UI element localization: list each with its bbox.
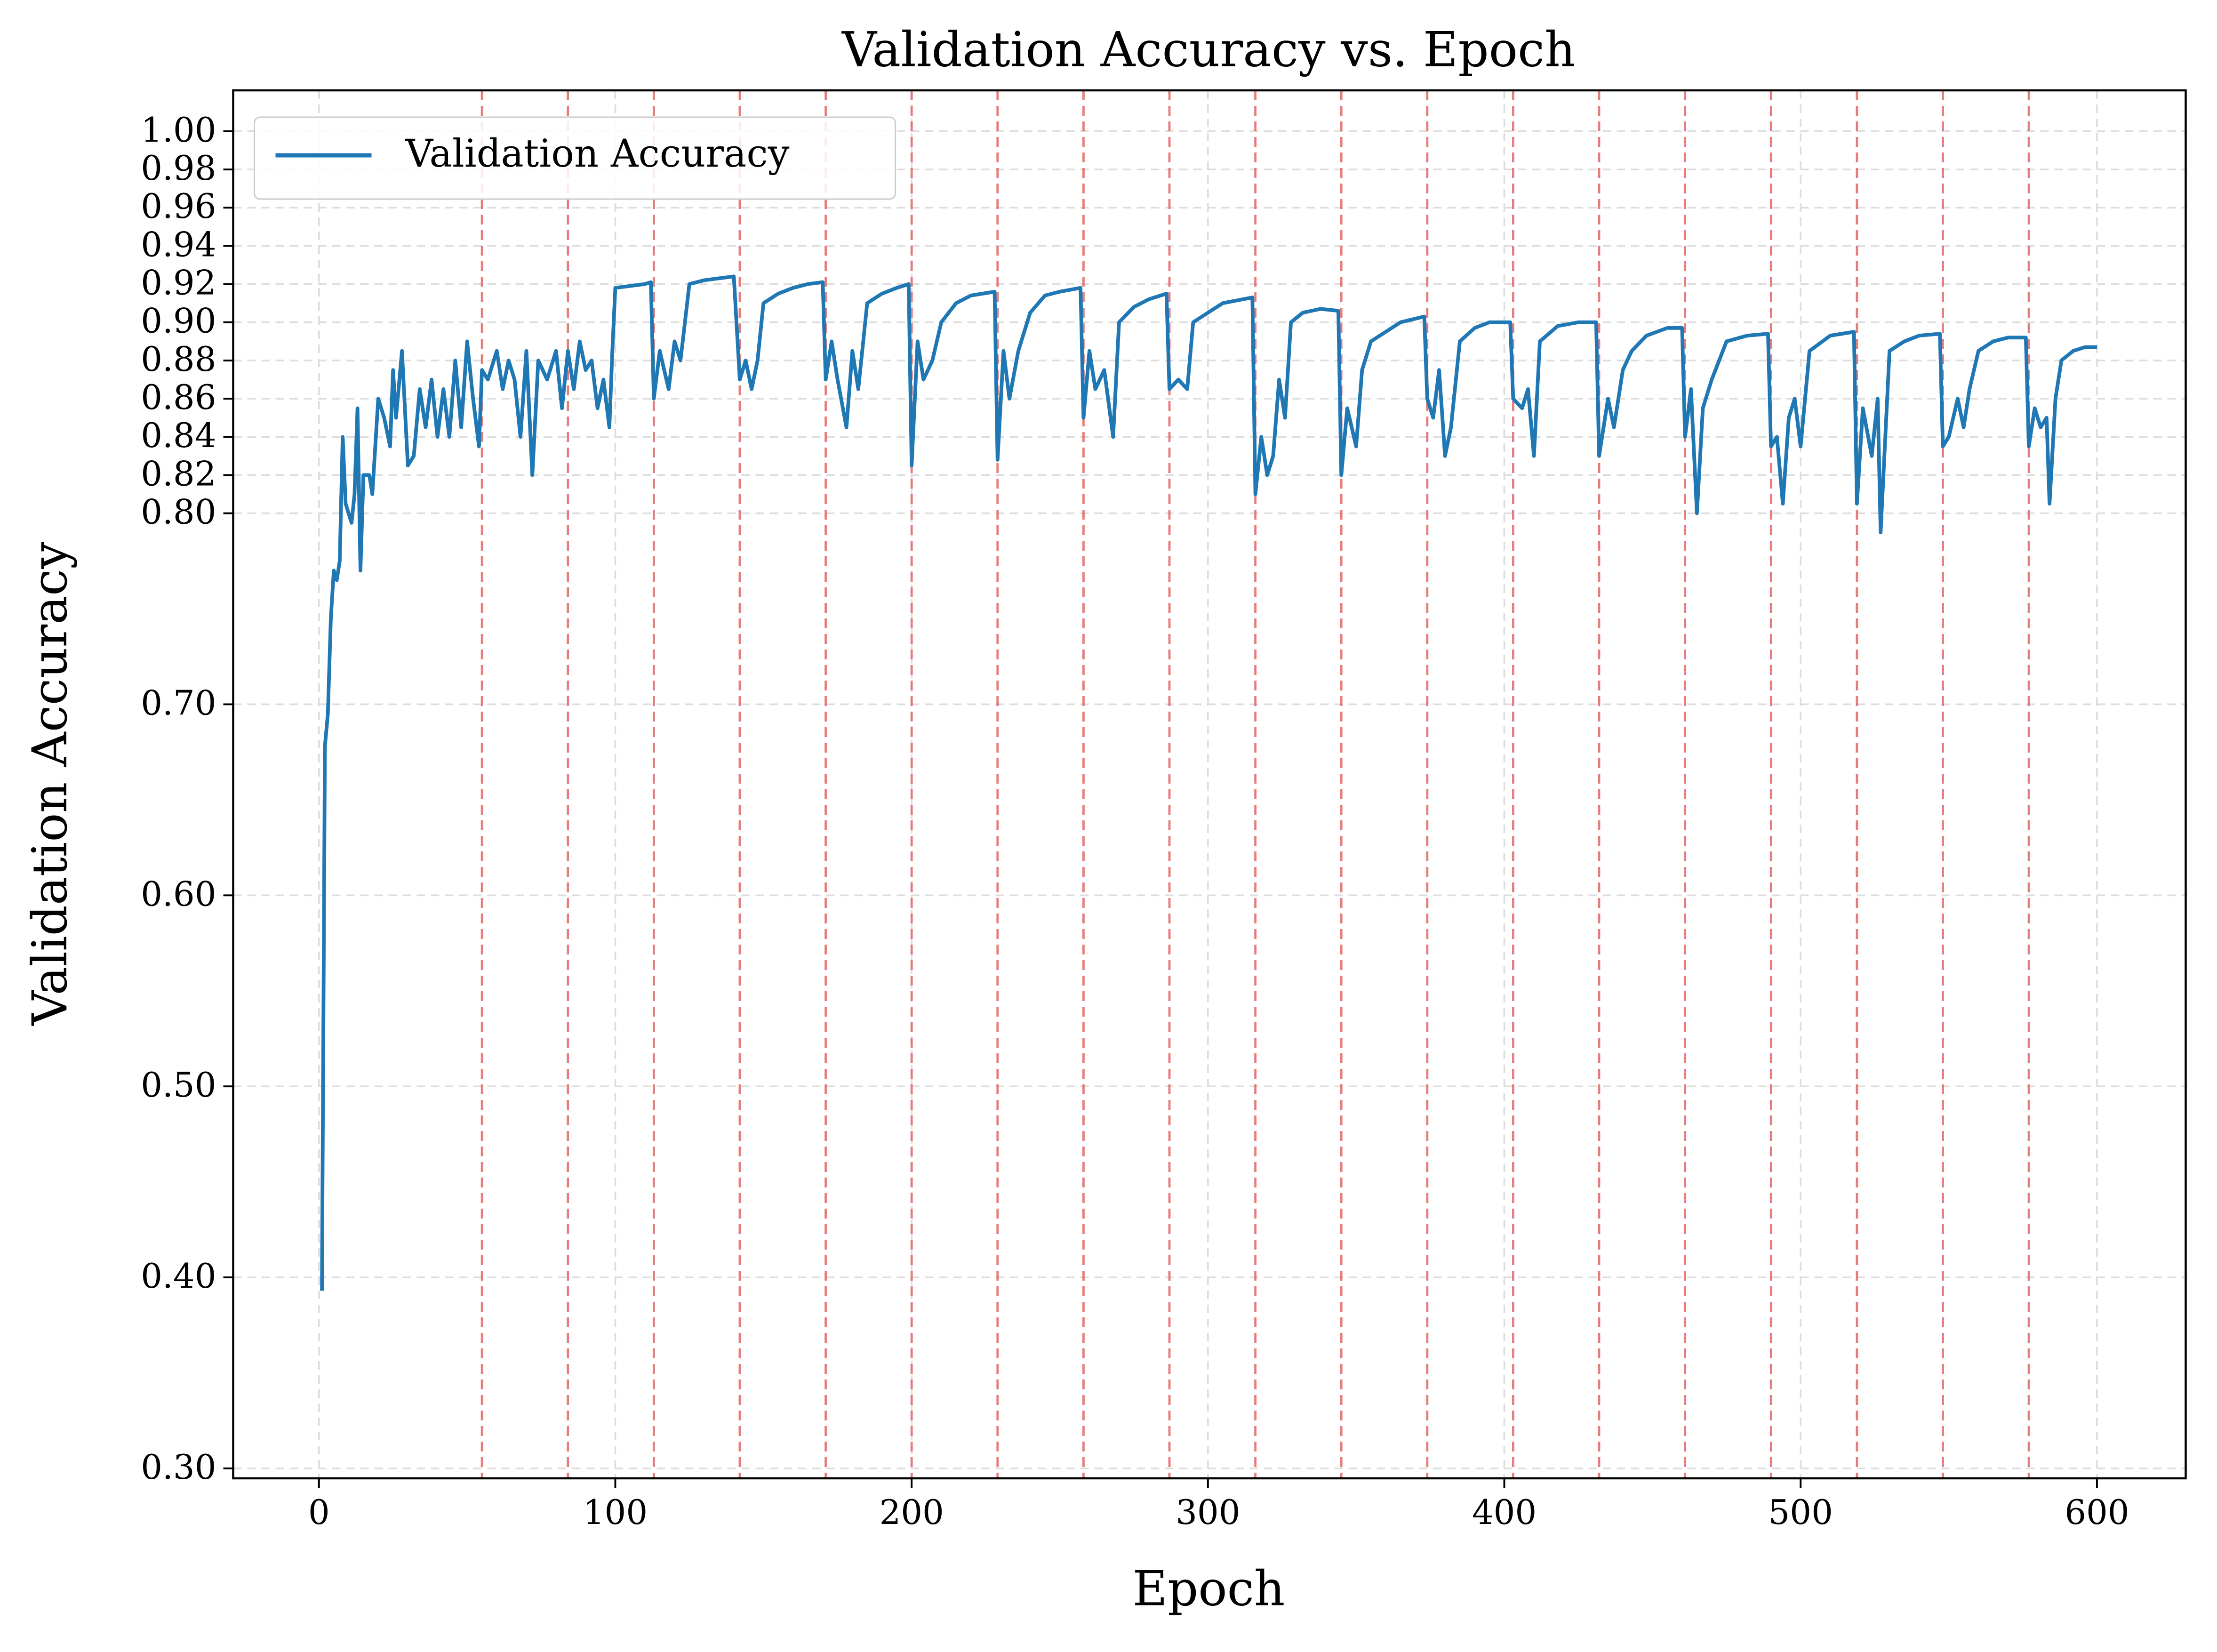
x-tick-label: 100 <box>583 1492 648 1532</box>
y-axis-label: Validation Accuracy <box>22 542 78 1026</box>
y-tick-label: 1.00 <box>141 110 216 150</box>
y-tick-label: 0.84 <box>141 416 216 455</box>
mark-layer <box>320 274 2097 1291</box>
y-tick-label: 0.92 <box>141 263 216 303</box>
plot-frame <box>232 89 2187 1480</box>
y-tick-label: 0.40 <box>141 1256 216 1296</box>
y-tick-label: 0.98 <box>141 148 216 188</box>
y-tick-label: 0.94 <box>141 225 216 264</box>
y-tick-label: 0.90 <box>141 301 216 341</box>
x-tick-label: 400 <box>1472 1492 1537 1532</box>
x-tick-label: 600 <box>2065 1492 2129 1532</box>
y-tick-label: 0.80 <box>141 492 216 532</box>
y-tick-label: 0.88 <box>141 339 216 379</box>
y-tick-label: 0.60 <box>141 874 216 914</box>
x-tick-label: 0 <box>308 1492 330 1532</box>
y-tick-label: 0.70 <box>141 683 216 722</box>
y-tick-label: 0.30 <box>141 1447 216 1487</box>
y-tick-label: 0.82 <box>141 454 216 493</box>
y-tick-label: 0.86 <box>141 377 216 417</box>
chart-title: Validation Accuracy vs. Epoch <box>841 22 1576 78</box>
x-axis-label: Epoch <box>1133 1561 1285 1617</box>
x-tick-label: 300 <box>1176 1492 1240 1532</box>
legend-label: Validation Accuracy <box>405 132 790 176</box>
legend-box <box>254 116 896 200</box>
legend: Validation Accuracy <box>254 116 896 200</box>
vline-layer <box>480 90 2030 1478</box>
y-tick-label: 0.96 <box>141 186 216 226</box>
y-tick-label: 0.50 <box>141 1065 216 1105</box>
x-tick-label: 200 <box>879 1492 944 1532</box>
x-tick-label: 500 <box>1769 1492 1833 1532</box>
tick-layer: 0 100 200 300 400 500 600 0.30 0.40 0.50 0.60 0.70 0… <box>141 110 2129 1532</box>
data-line <box>320 274 2097 1291</box>
